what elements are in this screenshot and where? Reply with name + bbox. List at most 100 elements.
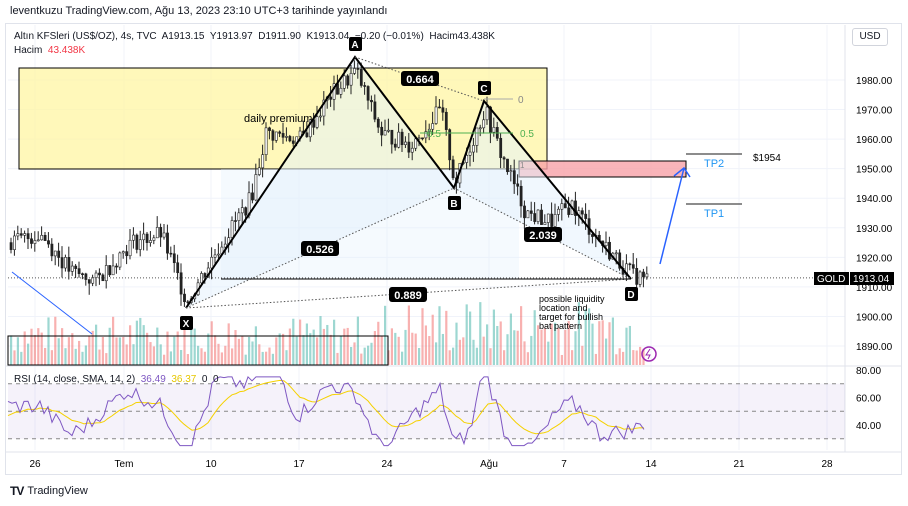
volume-bar bbox=[384, 305, 387, 365]
candle-body bbox=[274, 131, 278, 141]
volume-bar bbox=[625, 327, 628, 365]
pattern-point-c bbox=[478, 81, 491, 95]
candle-body bbox=[251, 192, 254, 201]
candle-body bbox=[152, 237, 156, 241]
volume-bar bbox=[309, 333, 312, 365]
volume-bar bbox=[635, 350, 638, 365]
candle-body bbox=[101, 274, 105, 282]
candle-body bbox=[424, 131, 428, 139]
volume-bar bbox=[598, 321, 601, 365]
candle-body bbox=[451, 159, 455, 179]
candle-body bbox=[67, 257, 71, 272]
candle-body bbox=[339, 87, 343, 95]
candle-body bbox=[234, 220, 237, 222]
candle-body bbox=[393, 143, 397, 148]
pattern-point-label: B bbox=[450, 199, 457, 210]
price-axis-label: 1890.00 bbox=[856, 342, 893, 353]
volume-bar bbox=[16, 337, 19, 365]
volume-bar bbox=[496, 325, 499, 365]
xab-fill bbox=[186, 57, 454, 308]
volume-bar bbox=[642, 348, 645, 365]
legend-title[interactable]: Altın KFSleri (US$/OZ), 4s, TVC bbox=[14, 31, 157, 42]
candle-body bbox=[546, 213, 550, 223]
candle-body bbox=[553, 214, 557, 227]
volume-bar bbox=[540, 329, 543, 365]
volume-bar bbox=[207, 333, 210, 365]
candle-body bbox=[427, 128, 431, 132]
candle-body bbox=[19, 233, 23, 236]
volume-bar bbox=[350, 346, 353, 365]
candle-body bbox=[278, 131, 282, 134]
volume-bar bbox=[278, 333, 281, 365]
candle-body bbox=[60, 257, 64, 269]
volume-bar bbox=[37, 328, 40, 365]
volume-bar bbox=[234, 330, 237, 365]
volume-bar bbox=[305, 323, 308, 365]
candle-body bbox=[111, 265, 115, 276]
volume-bar bbox=[163, 354, 166, 365]
time-axis-label: 24 bbox=[381, 459, 393, 470]
tradingview-brand[interactable]: TV TradingView bbox=[10, 484, 88, 498]
candle-body bbox=[543, 222, 547, 225]
candle-body bbox=[434, 106, 438, 124]
legend-volume: Hacim43.438K bbox=[429, 31, 495, 42]
volume-bar bbox=[360, 353, 363, 365]
candle-body bbox=[108, 265, 112, 276]
volume-bar bbox=[190, 326, 193, 365]
last-price-label: 1913.04 bbox=[853, 274, 890, 285]
volume-bar bbox=[47, 317, 50, 365]
candle-body bbox=[128, 239, 132, 257]
time-axis-label: 21 bbox=[733, 459, 745, 470]
rsi-sma-line bbox=[7, 379, 645, 435]
volume-bar bbox=[554, 322, 557, 365]
volume-bar bbox=[581, 345, 584, 365]
currency-button[interactable]: USD bbox=[852, 28, 888, 46]
target-price-label: $1954 bbox=[753, 153, 781, 164]
volume-box bbox=[7, 335, 389, 366]
volume-bar bbox=[159, 344, 162, 365]
candle-body bbox=[162, 232, 166, 238]
volume-bar bbox=[574, 331, 577, 365]
ratio-line bbox=[185, 278, 632, 309]
chart-frame[interactable] bbox=[5, 23, 902, 475]
candle-body bbox=[414, 138, 418, 149]
candle-body bbox=[74, 265, 78, 269]
candle-body bbox=[183, 293, 186, 303]
candle-body bbox=[94, 272, 98, 278]
volume-bar bbox=[268, 347, 271, 365]
candle-body bbox=[407, 141, 411, 153]
candle-body bbox=[203, 273, 207, 278]
symbol-tag-label: GOLD bbox=[817, 274, 845, 285]
rsi-label[interactable]: RSI (14, close, SMA, 14, 2) bbox=[14, 374, 136, 385]
candle-body bbox=[285, 136, 288, 138]
volume-bar bbox=[98, 349, 101, 365]
candle-body bbox=[43, 235, 47, 241]
candle-body bbox=[591, 234, 594, 237]
candle-body bbox=[489, 106, 492, 133]
candle-body bbox=[366, 86, 370, 101]
time-axis-label: Ağu bbox=[480, 459, 498, 470]
candle-body bbox=[264, 127, 268, 155]
ratio-badge bbox=[401, 71, 439, 86]
volume-bar bbox=[448, 350, 451, 365]
volume-bar bbox=[622, 351, 625, 365]
time-axis-label: 26 bbox=[29, 459, 41, 470]
candle-body bbox=[465, 154, 469, 163]
volume-bar bbox=[567, 320, 570, 365]
volume-bar bbox=[367, 345, 370, 365]
note-line: bat pattern bbox=[539, 321, 582, 331]
candle-body bbox=[584, 213, 588, 219]
candle-body bbox=[135, 234, 139, 250]
time-axis-label: 17 bbox=[293, 459, 305, 470]
volume-bar bbox=[57, 338, 60, 365]
candle-body bbox=[40, 235, 44, 241]
volume-bar bbox=[200, 348, 203, 365]
volume-bar bbox=[251, 341, 254, 365]
candle-body bbox=[121, 251, 125, 254]
volume-bar bbox=[472, 339, 475, 365]
volume-bar bbox=[108, 327, 111, 365]
volume-bar bbox=[414, 333, 417, 365]
volume-label[interactable]: Hacim bbox=[14, 45, 43, 56]
candle-body bbox=[509, 170, 513, 173]
